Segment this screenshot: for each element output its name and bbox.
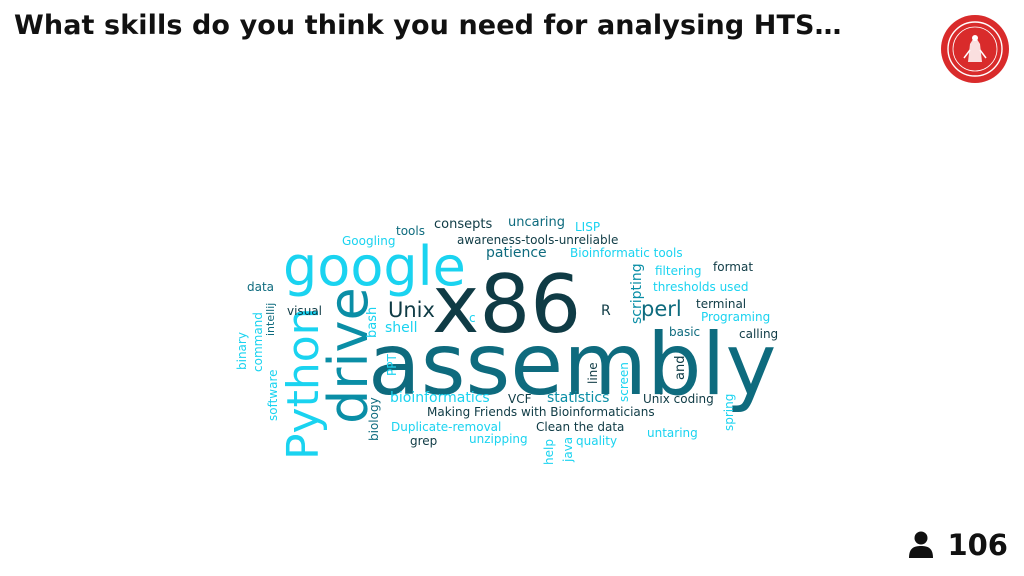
cloud-word: line [586,362,600,384]
cloud-word: Duplicate-removal [391,420,502,434]
cloud-word: awareness-tools-unreliable [457,233,619,247]
cloud-word: VCF [508,392,532,406]
cloud-word: and [673,355,688,380]
slide-title: What skills do you think you need for an… [14,10,842,41]
cloud-word: thresholds used [653,280,749,294]
cloud-word: patience [486,245,547,261]
cloud-word: Clean the data [536,420,625,434]
cloud-word: calling [739,327,779,341]
cloud-word: intellij [264,302,277,336]
cloud-word: c [469,311,476,325]
cloud-word: Python [278,307,329,460]
cloud-word: quality [576,434,618,448]
cloud-word: google [283,235,466,298]
cloud-word: assembly [368,315,777,415]
cloud-word: screen [617,362,631,402]
cloud-word: shell [385,320,418,336]
cloud-word: software [266,369,280,421]
cloud-word: bash [365,306,380,338]
cloud-word: binary [235,332,249,370]
cloud-word: consepts [434,217,493,232]
cloud-word: biology [367,397,381,441]
cloud-word: LISP [575,220,601,234]
university-seal-logo [941,15,1009,83]
cloud-word: basic [669,325,701,339]
cloud-word: filtering [655,264,702,278]
cloud-word: terminal [696,297,747,311]
cloud-word: Unix coding [643,392,714,406]
cloud-word: PPT [385,354,399,376]
cloud-word: bioinformatics [390,390,490,406]
cloud-word: R [601,303,611,319]
cloud-word: data [247,280,275,294]
user-icon [909,531,934,558]
cloud-word: help [542,439,556,465]
cloud-word: uncaring [508,215,566,230]
cloud-word: unzipping [469,432,528,446]
cloud-word: java [561,436,575,462]
cloud-word: Unix [388,298,435,322]
cloud-word: scripting [629,263,645,324]
cloud-word: tools [396,224,425,238]
cloud-word: format [713,260,754,274]
cloud-word: untaring [647,426,698,440]
cloud-word: spring [722,393,736,431]
cloud-word: Googling [342,234,396,248]
respondent-counter: 106 [909,528,1008,562]
cloud-word: perl [641,297,682,321]
cloud-word: Programing [701,310,771,324]
cloud-word: grep [410,434,438,448]
cloud-word: Bioinformatic tools [570,246,683,260]
cloud-word: Making Friends with Bioinformaticians [427,405,655,419]
cloud-word: visual [287,304,322,318]
respondent-count: 106 [947,528,1008,562]
cloud-word: command [251,312,265,372]
cloud-word: statistics [547,390,610,406]
cloud-word: x86 [432,258,582,351]
